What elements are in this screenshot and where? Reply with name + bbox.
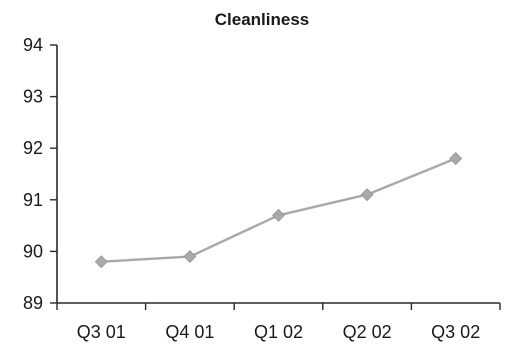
data-point-marker — [449, 152, 463, 165]
chart-axes — [56, 45, 500, 304]
y-tick-label: 92 — [23, 138, 43, 158]
data-point-marker — [272, 208, 285, 222]
data-point-marker — [360, 188, 374, 202]
x-tick-label: Q3 02 — [431, 322, 480, 342]
series-group — [94, 152, 463, 269]
y-tick-label: 94 — [23, 35, 43, 55]
y-tick-label: 89 — [23, 293, 43, 313]
y-tick-label: 91 — [23, 190, 43, 210]
x-axis-ticks: Q3 01 Q4 01 Q1 02 Q2 02 Q3 02 — [56, 303, 501, 342]
x-tick-label: Q4 01 — [165, 322, 214, 342]
y-tick-label: 90 — [23, 241, 43, 261]
y-tick-label: 93 — [23, 87, 43, 107]
x-tick-label: Q1 02 — [254, 322, 303, 342]
x-tick-label: Q2 02 — [343, 322, 392, 342]
data-point-marker — [183, 250, 197, 263]
chart-title: Cleanliness — [215, 10, 310, 29]
data-point-marker — [94, 255, 108, 269]
x-tick-label: Q3 01 — [77, 322, 126, 342]
y-axis-ticks: 89 90 91 92 93 94 — [23, 35, 57, 313]
